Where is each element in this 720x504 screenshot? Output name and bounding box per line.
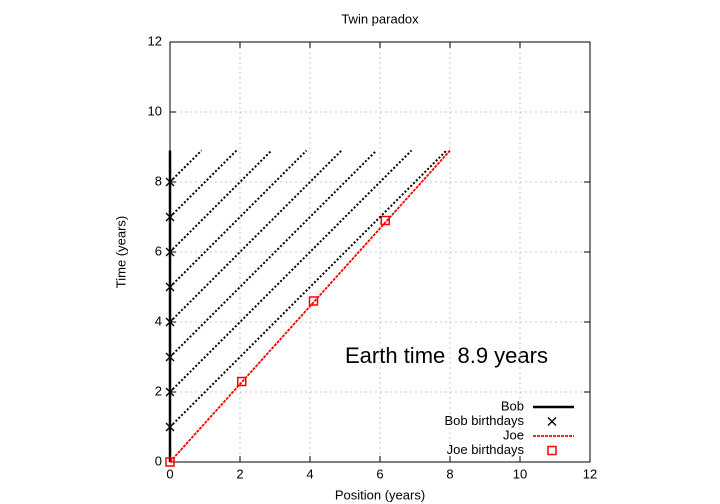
y-tick-label: 4 — [155, 313, 162, 328]
y-tick-label: 10 — [148, 103, 162, 118]
y-tick-label: 2 — [155, 383, 162, 398]
signal-line — [169, 149, 413, 393]
y-tick-label: 0 — [155, 453, 162, 468]
x-tick-label: 2 — [236, 466, 243, 481]
y-tick-label: 6 — [155, 243, 162, 258]
signal-line — [169, 149, 448, 428]
chart-title: Twin paradox — [341, 11, 419, 26]
x-tick-label: 0 — [166, 466, 173, 481]
legend-label: Bob — [501, 398, 524, 413]
y-tick-label: 8 — [155, 173, 162, 188]
y-tick-label: 12 — [148, 33, 162, 48]
x-tick-label: 8 — [446, 466, 453, 481]
x-tick-label: 10 — [513, 466, 527, 481]
legend-label: Bob birthdays — [445, 413, 525, 428]
signal-line — [169, 149, 343, 323]
bob-birthday-marker — [547, 417, 557, 426]
x-tick-label: 6 — [376, 466, 383, 481]
joe-birthday-marker — [547, 445, 557, 456]
x-axis-label: Position (years) — [335, 487, 425, 502]
annotation: Earth time 8.9 years — [345, 343, 548, 368]
x-tick-label: 12 — [583, 466, 597, 481]
joe-birthday-marker — [165, 457, 175, 467]
signal-line — [169, 149, 203, 183]
legend-label: Joe birthdays — [447, 442, 525, 457]
x-tick-label: 4 — [306, 466, 313, 481]
joe-birthday-marker — [308, 296, 319, 306]
y-axis-label: Time (years) — [113, 216, 128, 288]
signal-line — [169, 149, 238, 218]
legend-label: Joe — [503, 427, 524, 442]
joe-birthday-marker — [237, 376, 247, 387]
signal-line — [169, 149, 378, 358]
joe-birthday-marker — [380, 215, 390, 226]
signal-line — [169, 149, 308, 288]
series-line — [169, 149, 451, 463]
